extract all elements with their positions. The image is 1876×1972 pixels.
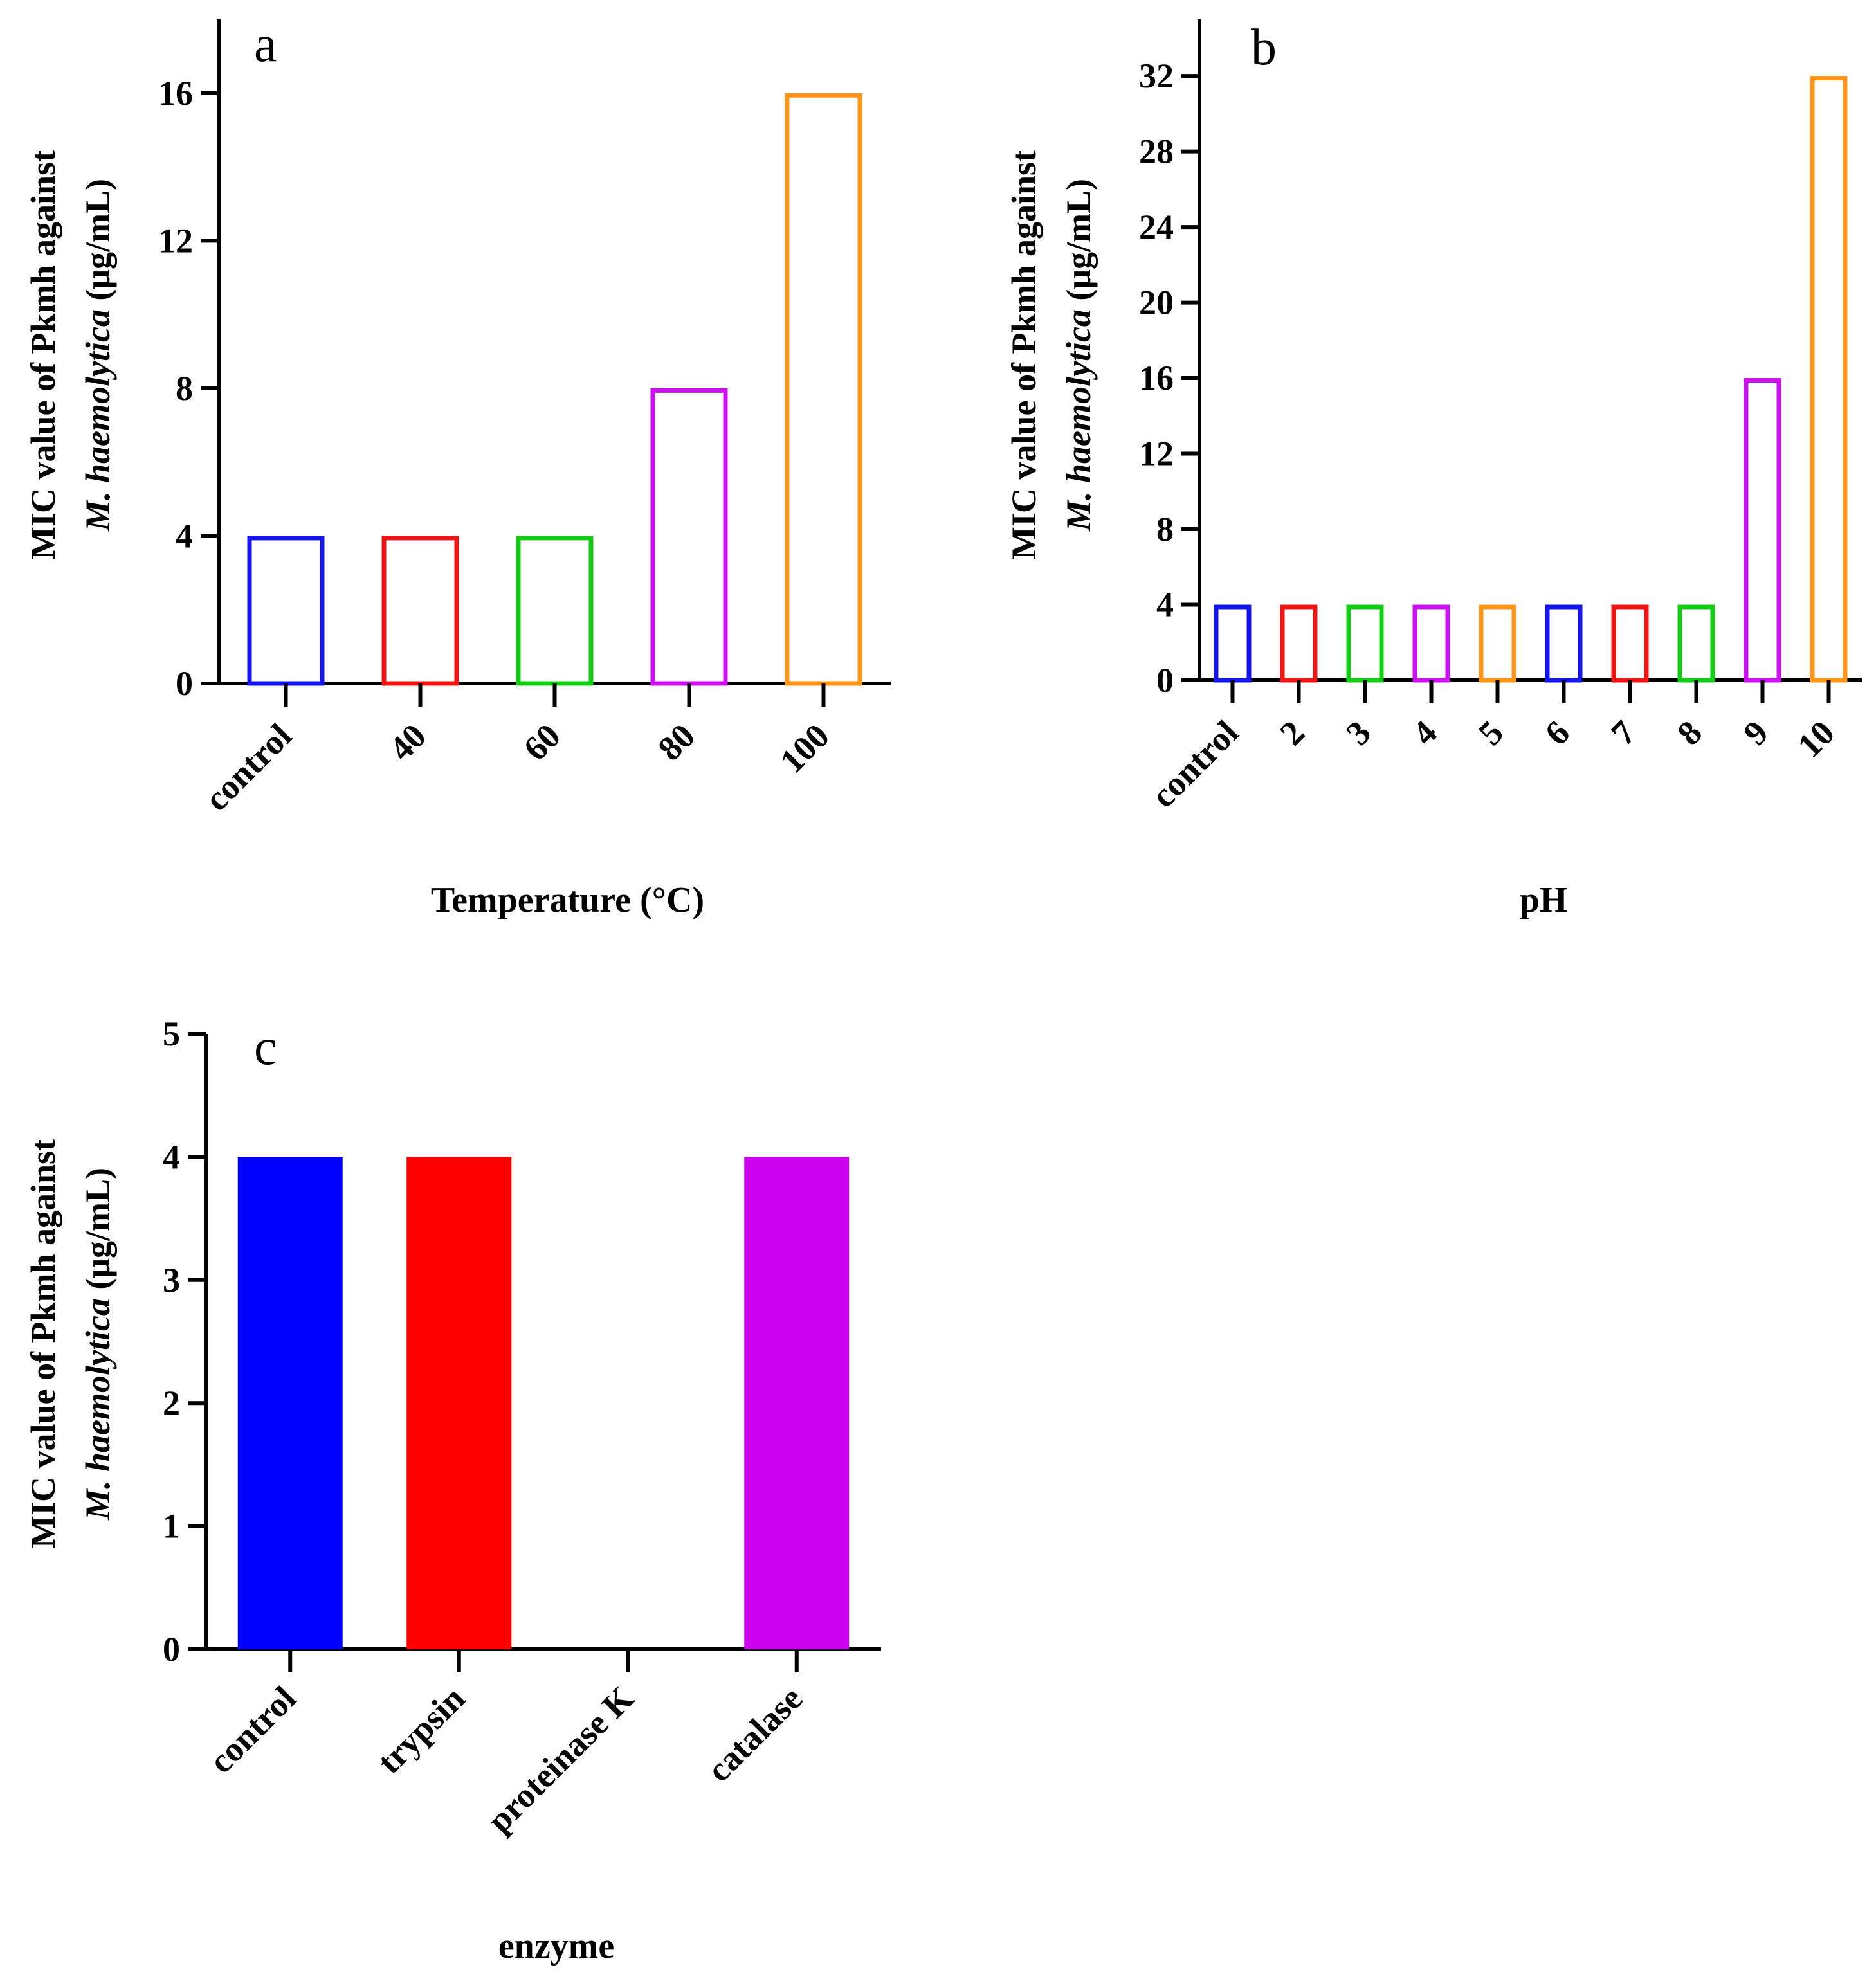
bar [1346,604,1384,683]
x-tick-label: 40 [381,716,433,768]
y-axis-title-unit: (μg/mL) [1059,179,1098,309]
y-tick-label: 0 [176,664,193,703]
y-axis-title-unit: (μg/mL) [78,1168,117,1298]
panel-letter: c [254,1019,277,1076]
panel-c: 0 1 2 3 4 5 control trypsin proteinase K catalase… [24,1015,881,1966]
y-tick-label: 0 [163,1630,180,1669]
y-tick-label: 0 [1156,661,1174,700]
y-tick-label: 32 [1139,57,1174,95]
bar [516,536,594,686]
y-tick-label: 4 [176,516,193,555]
x-tick-label: proteinase K [480,1679,641,1840]
y-axis-title-line2: M. haemolytica (μg/mL) [78,179,117,532]
bar [1744,378,1781,683]
bar [1611,604,1649,683]
x-axis-title: Temperature (°C) [431,880,704,920]
x-tick-label: catalase [699,1679,810,1789]
x-tick-label: 9 [1736,713,1776,753]
y-tick-label: 24 [1139,208,1174,246]
y-tick-label: 12 [1139,435,1174,473]
y-tick-label: 8 [1156,510,1174,548]
y-tick-label: 5 [163,1015,180,1053]
y-axis-title-line1: MIC value of Pkmh against [1005,150,1043,559]
bar [744,1157,850,1649]
x-tick-label: 80 [650,716,702,768]
y-axis-title-line1: MIC value of Pkmh against [24,150,62,559]
x-tick-label: 3 [1338,713,1378,753]
bar [785,93,862,686]
y-tick-label: 8 [176,369,193,408]
y-tick-label: 16 [158,74,193,113]
bar [1214,604,1252,683]
panel-a: 0 4 8 12 16 control 40 60 80 100 Temperature (°C) M… [24,16,891,920]
y-tick-label: 2 [163,1384,180,1422]
y-tick-label: 4 [163,1137,180,1176]
x-axis-title: enzyme [498,1926,614,1966]
bar [237,1157,343,1649]
bar [650,388,728,686]
y-tick-label: 4 [1156,586,1174,624]
x-tick-label: control [201,1679,303,1780]
x-tick-label: 5 [1471,713,1511,753]
y-tick-label: 28 [1139,132,1174,171]
x-tick-label: 10 [1790,713,1842,765]
bar [406,1157,512,1649]
y-axis-title-line2: M. haemolytica (μg/mL) [78,1168,117,1521]
bar [1479,604,1516,683]
x-tick-label: trypsin [370,1679,472,1781]
x-tick-label: control [1144,713,1246,815]
y-tick-label: 16 [1139,359,1174,397]
panel-letter: b [1251,19,1277,76]
bar [381,536,459,686]
x-tick-label: 100 [772,716,837,781]
bar [1677,604,1715,683]
y-axis-title-species: M. haemolytica [1059,309,1098,532]
y-axis-title-line2: M. haemolytica (μg/mL) [1059,179,1098,532]
bar [1280,604,1318,683]
x-tick-label: 8 [1670,713,1709,753]
bar [1412,604,1450,683]
y-tick-label: 3 [163,1261,180,1299]
bar [247,536,325,686]
bar [1545,604,1583,683]
y-axis-title-species: M. haemolytica [78,309,117,532]
x-tick-label: control [197,716,299,818]
panel-letter: a [254,16,277,73]
x-tick-label: 4 [1405,713,1444,753]
y-tick-label: 1 [163,1507,180,1546]
y-tick-label: 20 [1139,284,1174,322]
x-tick-label: 6 [1537,713,1577,753]
x-axis-title: pH [1520,880,1568,920]
x-tick-label: 7 [1603,713,1643,753]
y-axis-title-unit: (μg/mL) [78,179,117,309]
x-tick-label: 2 [1272,713,1312,753]
y-axis-title-line1: MIC value of Pkmh against [24,1139,62,1548]
bar [1810,76,1848,683]
x-tick-label: 60 [516,716,568,768]
y-axis-title-species: M. haemolytica [78,1298,117,1521]
y-tick-label: 12 [158,221,193,260]
